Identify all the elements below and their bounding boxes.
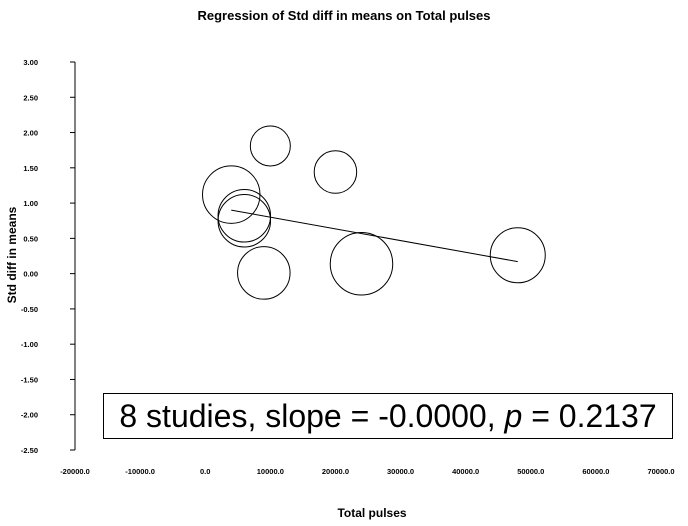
x-tick-label: 10000.0	[257, 467, 284, 476]
x-tick-label: 50000.0	[517, 467, 544, 476]
y-tick-label: -0.50	[21, 305, 38, 314]
study-bubble	[489, 227, 546, 284]
x-tick-label: 40000.0	[452, 467, 479, 476]
regression-line	[231, 209, 518, 263]
regression-summary-box: 8 studies, slope = -0.0000, p = 0.2137	[103, 393, 673, 439]
y-tick-label: 0.00	[23, 270, 38, 279]
y-tick-label: 3.00	[23, 58, 38, 67]
study-bubble	[237, 246, 291, 300]
x-axis-label: Total pulses	[337, 506, 406, 520]
y-tick-label: 1.00	[23, 199, 38, 208]
study-bubble	[329, 232, 394, 296]
y-axis-ticks: 3.00 2.50 2.00 1.50 1.00 0.50 0.00 -0.50 -1.00 -1…	[21, 58, 75, 455]
y-tick-label: -1.50	[21, 375, 38, 384]
study-bubble	[217, 193, 272, 248]
y-tick-label: 2.00	[23, 129, 38, 138]
x-tick-label: -10000.0	[125, 467, 155, 476]
x-axis-ticks: -20000.0 -10000.0 0.0 10000.0 20000.0 30000.0…	[60, 467, 674, 476]
y-axis-label: Std diff in means	[5, 206, 19, 303]
y-tick-label: 0.50	[23, 234, 38, 243]
y-tick-label: 1.50	[23, 164, 38, 173]
data-points	[202, 125, 546, 300]
study-bubble	[249, 125, 291, 167]
x-tick-label: -20000.0	[60, 467, 90, 476]
x-tick-label: 60000.0	[582, 467, 609, 476]
y-tick-label: 2.50	[23, 93, 38, 102]
summary-p-value: = 0.2137	[522, 398, 657, 434]
y-tick-label: -2.50	[21, 446, 38, 455]
x-tick-label: 70000.0	[647, 467, 674, 476]
chart-title: Regression of Std diff in means on Total…	[197, 8, 490, 23]
y-tick-label: -1.00	[21, 340, 38, 349]
summary-prefix: 8 studies, slope = -0.0000,	[119, 398, 505, 434]
x-tick-label: 30000.0	[387, 467, 414, 476]
study-bubble	[313, 150, 358, 194]
y-tick-label: -2.00	[21, 411, 38, 420]
study-bubble	[202, 165, 261, 224]
x-tick-label: 0.0	[200, 467, 210, 476]
p-symbol: p	[504, 398, 523, 434]
x-tick-label: 20000.0	[322, 467, 349, 476]
